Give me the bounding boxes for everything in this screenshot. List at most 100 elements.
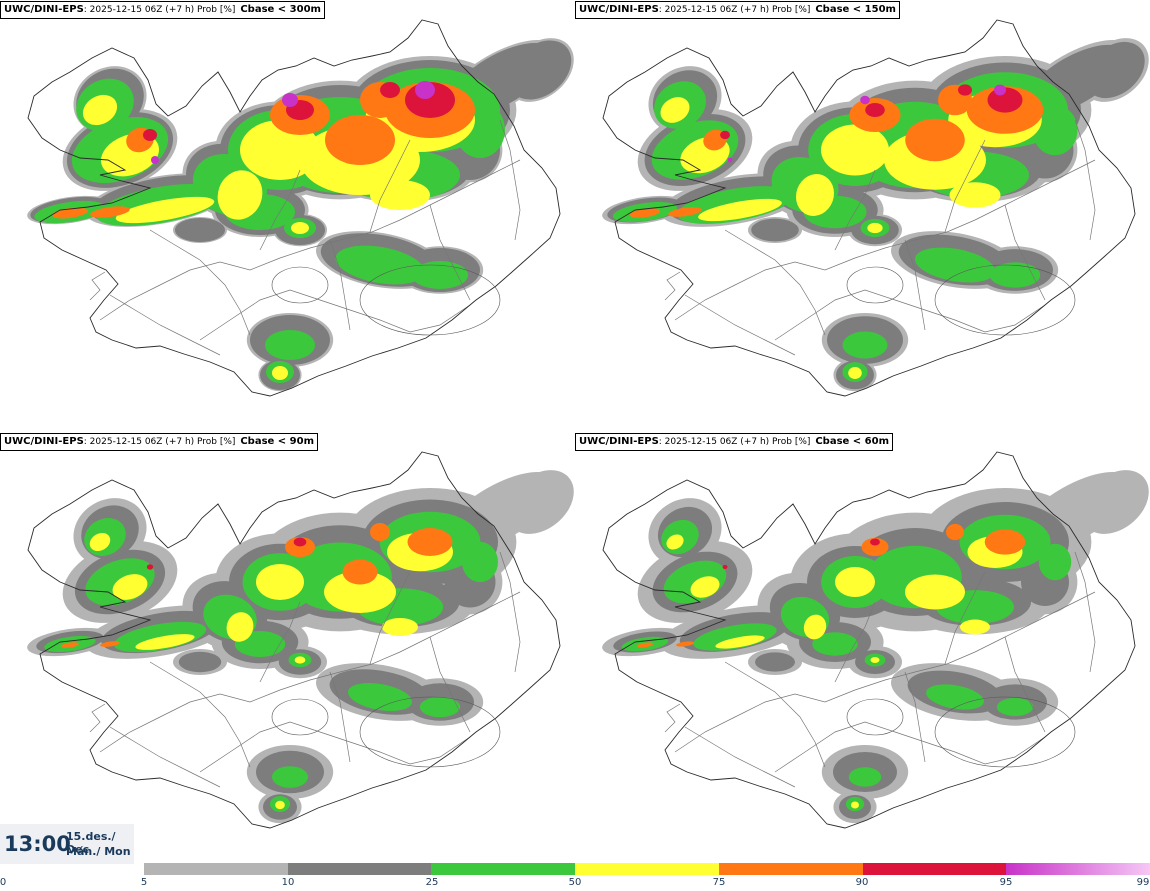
panel-title: UWC/DINI-EPS: 2025-12-15 06Z (+7 h) Prob… (0, 1, 325, 19)
probability-area (1085, 41, 1145, 99)
map-panel-cbase-60m: UWC/DINI-EPS: 2025-12-15 06Z (+7 h) Prob… (575, 432, 1150, 864)
iceland-map (602, 451, 1149, 829)
road-line (944, 139, 986, 233)
probability-area (293, 537, 307, 547)
legend-tick-label: 0 (0, 877, 7, 888)
probability-area (870, 538, 880, 546)
road-line (944, 571, 986, 665)
legend-swatch (862, 863, 1007, 875)
probability-area (282, 93, 298, 107)
probability-area (720, 130, 730, 140)
probability-area (1081, 470, 1149, 534)
probability-layer-y (89, 532, 453, 810)
legend-tick-label: 75 (712, 877, 726, 888)
road-line (109, 726, 221, 788)
probability-area (90, 206, 130, 218)
probability-area (348, 683, 412, 711)
probability-area (860, 95, 870, 105)
probability-area (795, 174, 835, 216)
probability-area (870, 657, 880, 663)
probability-area (984, 529, 1026, 555)
road-line (724, 661, 826, 768)
legend-swatch (431, 863, 576, 875)
road-line (674, 257, 856, 321)
road-line (149, 229, 251, 336)
probability-area (660, 97, 690, 123)
road-line (774, 289, 1046, 341)
probability-area (265, 330, 315, 360)
panel-run-info: : 2025-12-15 06Z (+7 h) Prob [%] (658, 5, 811, 15)
probability-area (905, 574, 965, 610)
probability-area (996, 697, 1034, 717)
road-line (99, 257, 281, 321)
road-line (279, 159, 521, 259)
road-line (904, 239, 926, 331)
probability-area (370, 180, 430, 210)
legend-swatch (144, 863, 289, 875)
panel-run-info: : 2025-12-15 06Z (+7 h) Prob [%] (83, 5, 236, 15)
probability-area (285, 537, 315, 557)
probability-area (905, 118, 965, 162)
probability-area (676, 641, 694, 647)
probability-area (135, 634, 195, 650)
road-line (774, 721, 1046, 773)
legend-tick-label: 25 (425, 877, 439, 888)
glacier-outline (271, 266, 329, 304)
coastline (27, 451, 561, 829)
probability-area (175, 218, 225, 242)
road-line (89, 271, 106, 301)
probability-area (382, 618, 418, 636)
probability-area (698, 198, 782, 222)
probability-area (1032, 104, 1078, 156)
probability-area (291, 222, 309, 234)
road-line (684, 294, 796, 356)
probability-area (848, 767, 882, 787)
probability-area (226, 612, 254, 642)
road-line (1074, 551, 1096, 673)
iceland-map (27, 451, 574, 829)
panel-threshold: Cbase < 300m (240, 4, 321, 15)
probability-area (803, 614, 827, 640)
probability-area (294, 656, 306, 664)
probability-area (989, 262, 1041, 288)
legend-swatch (1006, 863, 1150, 875)
legend-tick-label: 50 (568, 877, 582, 888)
road-line (199, 289, 471, 341)
probability-area (151, 156, 159, 164)
probability-area (636, 642, 654, 648)
road-line (674, 689, 856, 753)
probability-area (146, 564, 154, 570)
probability-layer-o (61, 523, 453, 648)
legend-tick-label: 10 (281, 877, 295, 888)
map-panel-cbase-150m: UWC/DINI-EPS: 2025-12-15 06Z (+7 h) Prob… (575, 0, 1150, 432)
probability-area (61, 642, 79, 648)
road-line (429, 636, 471, 733)
road-line (854, 591, 1096, 691)
valid-weekday: Mán./ Mon (66, 845, 131, 858)
road-line (149, 661, 251, 768)
panel-threshold: Cbase < 150m (815, 4, 896, 15)
glacier-outline (359, 264, 501, 336)
map-panel-cbase-300m: UWC/DINI-EPS: 2025-12-15 06Z (+7 h) Prob… (0, 0, 575, 432)
probability-area (835, 567, 875, 597)
probability-layer-m (151, 81, 435, 164)
road-network (89, 119, 521, 356)
probability-area (89, 532, 111, 552)
panel-model: UWC/DINI-EPS (4, 436, 84, 447)
valid-time-box: 13:00 15.des./ Dec Mán./ Mon (0, 824, 134, 864)
road-line (1004, 204, 1046, 301)
panel-model: UWC/DINI-EPS (579, 436, 659, 447)
legend-tick-label: 90 (855, 877, 869, 888)
valid-date: 15.des./ Dec (66, 830, 116, 856)
probability-area (1038, 543, 1072, 581)
legend-swatch (718, 863, 863, 875)
probability-area (915, 247, 995, 283)
panel-threshold: Cbase < 60m (815, 436, 889, 447)
probability-area (462, 541, 498, 583)
panel-title: UWC/DINI-EPS: 2025-12-15 06Z (+7 h) Prob… (575, 1, 900, 19)
probability-area (668, 207, 702, 217)
road-line (664, 703, 681, 733)
probability-area (812, 632, 858, 656)
road-line (259, 601, 301, 683)
road-line (834, 169, 876, 251)
